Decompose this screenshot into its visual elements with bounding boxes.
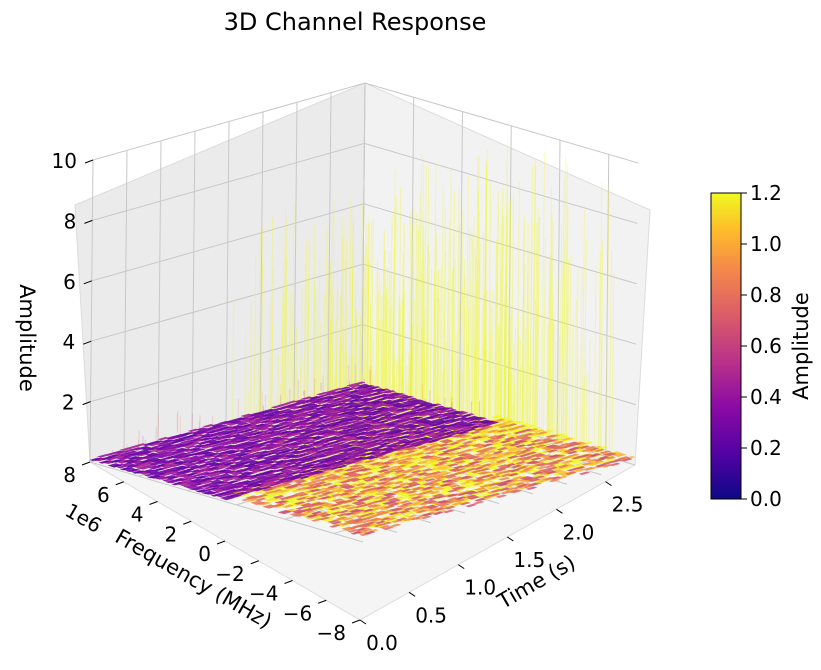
colorbar-tick-label: 1.0 [750,232,782,256]
f-tick [352,620,360,623]
t-tick [556,509,562,513]
chart-title: 3D Channel Response [224,8,487,36]
colorbar [711,193,741,499]
f-tick-label: 0 [198,542,211,566]
z-tick-label: 2 [62,391,75,415]
t-tick-label: 2.0 [563,520,595,544]
t-tick [458,565,464,569]
f-tick [251,561,259,564]
t-tick [606,482,612,486]
colorbar-label: Amplitude [789,292,813,400]
f-tick [217,541,225,544]
t-tick [507,537,513,541]
z-tick-label: 4 [62,330,75,354]
t-tick [409,592,415,596]
colorbar-tick-label: 0.4 [750,385,782,409]
colorbar-ticks: 0.0 0.2 0.4 0.6 0.8 1.0 1.2 [741,181,782,511]
f-tick [318,600,326,603]
f-tick [82,462,90,465]
colorbar-tick-label: 0.0 [750,487,782,511]
f-tick [150,502,158,505]
f-tick [116,482,124,485]
f-tick [285,581,293,584]
surface-spike [535,360,536,432]
surface-spike [583,378,584,449]
z-tick-label: 8 [64,209,77,233]
colorbar-tick-label: 0.6 [750,334,782,358]
z-tick [85,160,93,163]
t-tick-label: 0.5 [415,603,447,627]
z-axis-label: Amplitude [15,284,39,392]
f-tick-label: 2 [165,522,178,546]
f-tick-label: 4 [131,503,144,527]
z-tick-label: 10 [52,149,77,173]
t-tick-label: 1.0 [464,576,496,600]
colorbar-tick-label: 0.8 [750,283,782,307]
f-tick-label: 8 [63,463,76,487]
colorbar-tick-label: 1.2 [750,181,782,205]
t-tick [360,620,366,624]
t-tick-label: 0.0 [366,631,398,655]
t-tick-label: 2.5 [612,493,644,517]
colorbar-tick-label: 0.2 [750,436,782,460]
f-tick-label: 6 [97,483,110,507]
f-tick [183,521,191,524]
f-tick-label: −6 [283,601,312,625]
f-tick-label: −8 [317,621,346,645]
z-tick-label: 6 [63,270,76,294]
